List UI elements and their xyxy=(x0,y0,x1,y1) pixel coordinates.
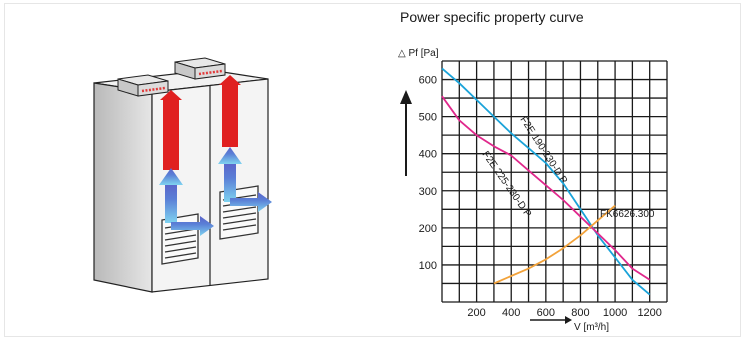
x-axis-label: V [m³/h] xyxy=(574,322,609,333)
y-tick-label: 400 xyxy=(419,149,437,161)
series-label-1: F2E 190-230-D P xyxy=(517,115,569,187)
exhaust-column-right xyxy=(222,85,238,147)
y-tick-label: 200 xyxy=(419,223,437,235)
x-axis-arrow xyxy=(530,316,572,324)
x-tick-label: 200 xyxy=(467,307,485,319)
x-tick-label: 800 xyxy=(571,307,589,319)
y-tick-label: 300 xyxy=(419,186,437,198)
figure-frame xyxy=(4,3,741,337)
chart-title: Power specific property curve xyxy=(400,9,584,25)
x-tick-label: 400 xyxy=(502,307,520,319)
exhaust-column-left xyxy=(163,100,179,170)
chart-grid xyxy=(441,60,668,303)
cabinet-airflow-illustration xyxy=(93,57,272,293)
chart-series xyxy=(441,67,651,296)
series-label-3: FK6626.300 xyxy=(600,209,655,220)
series-line-1 xyxy=(441,67,651,296)
x-tick-labels: 200 400 600 800 1000 1200 xyxy=(467,307,661,319)
x-tick-label: 600 xyxy=(537,307,555,319)
airflow-arrow-left xyxy=(159,168,214,236)
airflow-arrow-right xyxy=(218,147,272,212)
y-tick-label: 100 xyxy=(419,260,437,272)
x-tick-label: 1200 xyxy=(637,307,661,319)
y-tick-label: 600 xyxy=(419,75,437,87)
y-axis-arrow xyxy=(400,90,412,176)
roof-fan-right xyxy=(174,57,226,80)
series-line-3 xyxy=(493,204,616,285)
y-tick-label: 500 xyxy=(419,112,437,124)
y-tick-labels: 100 200 300 400 500 600 xyxy=(419,75,437,272)
series-line-2 xyxy=(441,95,651,281)
x-tick-label: 1000 xyxy=(603,307,627,319)
y-axis-label: △ Pf [Pa] xyxy=(398,48,439,59)
roof-fan-left xyxy=(117,74,169,97)
